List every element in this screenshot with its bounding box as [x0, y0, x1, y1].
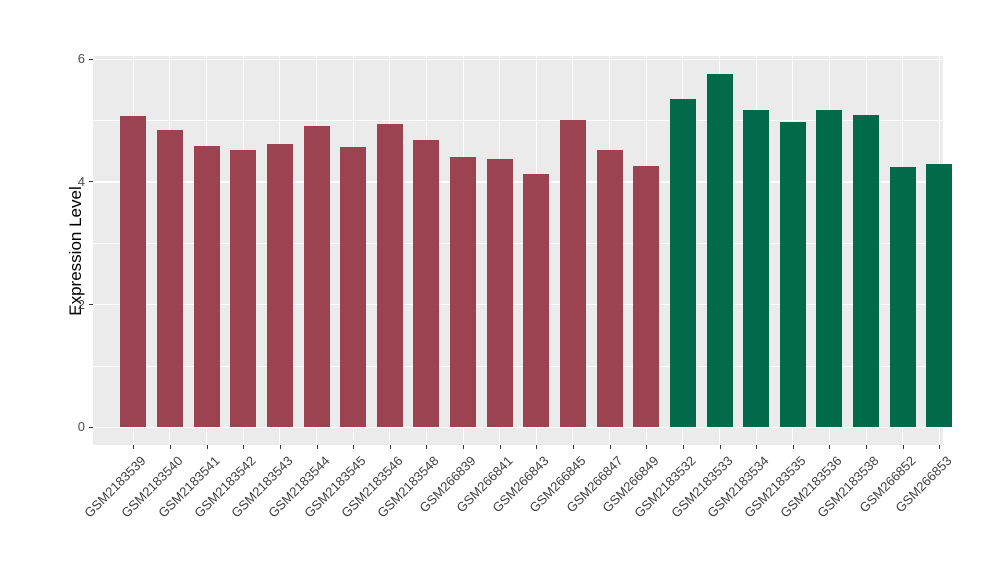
- bar-GSM266841: [486, 159, 513, 428]
- x-tick-GSM2183539: [133, 445, 135, 449]
- y-tick-label-6: 6: [77, 51, 85, 67]
- x-tick-GSM2183542: [243, 445, 245, 449]
- x-tick-GSM266843: [536, 445, 538, 449]
- x-tick-GSM2183546: [389, 445, 391, 449]
- gridline-minor-y5: [93, 120, 943, 121]
- plot-panel: [93, 56, 953, 445]
- x-tick-GSM2183543: [279, 445, 281, 449]
- gridline-major-y6: [93, 58, 943, 60]
- bar-GSM2183534: [743, 110, 770, 428]
- y-tick-6: [88, 58, 93, 60]
- bar-GSM2183548: [413, 140, 440, 428]
- y-tick-4: [88, 181, 93, 183]
- y-axis-title: Expression Level: [66, 186, 85, 316]
- bar-GSM2183532: [669, 99, 696, 428]
- bar-GSM266847: [596, 150, 623, 428]
- bar-GSM2183541: [193, 146, 220, 428]
- x-tick-GSM266853: [939, 445, 941, 449]
- gridline-major-y4: [93, 181, 943, 183]
- x-tick-GSM2183544: [316, 445, 318, 449]
- x-tick-GSM2183535: [792, 445, 794, 449]
- gridline-major-y0: [93, 426, 943, 428]
- y-tick-0: [88, 426, 93, 428]
- x-tick-GSM2183548: [426, 445, 428, 449]
- x-tick-GSM2183541: [206, 445, 208, 449]
- bar-GSM2183542: [230, 150, 257, 428]
- bar-GSM266845: [559, 120, 586, 428]
- y-tick-label-4: 4: [77, 173, 85, 189]
- bar-GSM2183543: [266, 143, 293, 428]
- x-tick-GSM266852: [902, 445, 904, 449]
- y-tick-label-0: 0: [77, 419, 85, 435]
- x-tick-GSM266849: [646, 445, 648, 449]
- bar-GSM266839: [450, 156, 477, 428]
- bar-GSM2183538: [853, 115, 880, 428]
- bar-GSM2183539: [120, 116, 147, 428]
- bar-GSM2183540: [156, 129, 183, 428]
- bar-GSM2183545: [340, 147, 367, 428]
- y-tick-label-2: 2: [77, 296, 85, 312]
- x-tick-GSM2183540: [169, 445, 171, 449]
- bar-GSM266843: [523, 174, 550, 428]
- x-tick-GSM266841: [499, 445, 501, 449]
- bar-GSM2183546: [376, 124, 403, 428]
- bar-GSM266849: [633, 166, 660, 428]
- y-tick-2: [88, 304, 93, 306]
- bar-GSM2183544: [303, 126, 330, 428]
- x-tick-GSM2183545: [353, 445, 355, 449]
- x-tick-GSM2183536: [829, 445, 831, 449]
- x-tick-GSM2183538: [866, 445, 868, 449]
- gridline-major-y2: [93, 304, 943, 306]
- x-tick-GSM266839: [463, 445, 465, 449]
- x-tick-GSM2183534: [756, 445, 758, 449]
- bar-GSM2183533: [706, 74, 733, 428]
- bar-GSM2183535: [779, 121, 806, 428]
- bar-GSM2183536: [816, 110, 843, 428]
- bar-GSM266852: [889, 167, 916, 428]
- x-tick-GSM266847: [609, 445, 611, 449]
- gridline-minor-y1: [93, 365, 943, 367]
- x-tick-GSM2183532: [682, 445, 684, 449]
- x-tick-GSM2183533: [719, 445, 721, 449]
- x-tick-GSM266845: [572, 445, 574, 449]
- bar-GSM266853: [926, 163, 953, 428]
- gridline-minor-y3: [93, 242, 943, 244]
